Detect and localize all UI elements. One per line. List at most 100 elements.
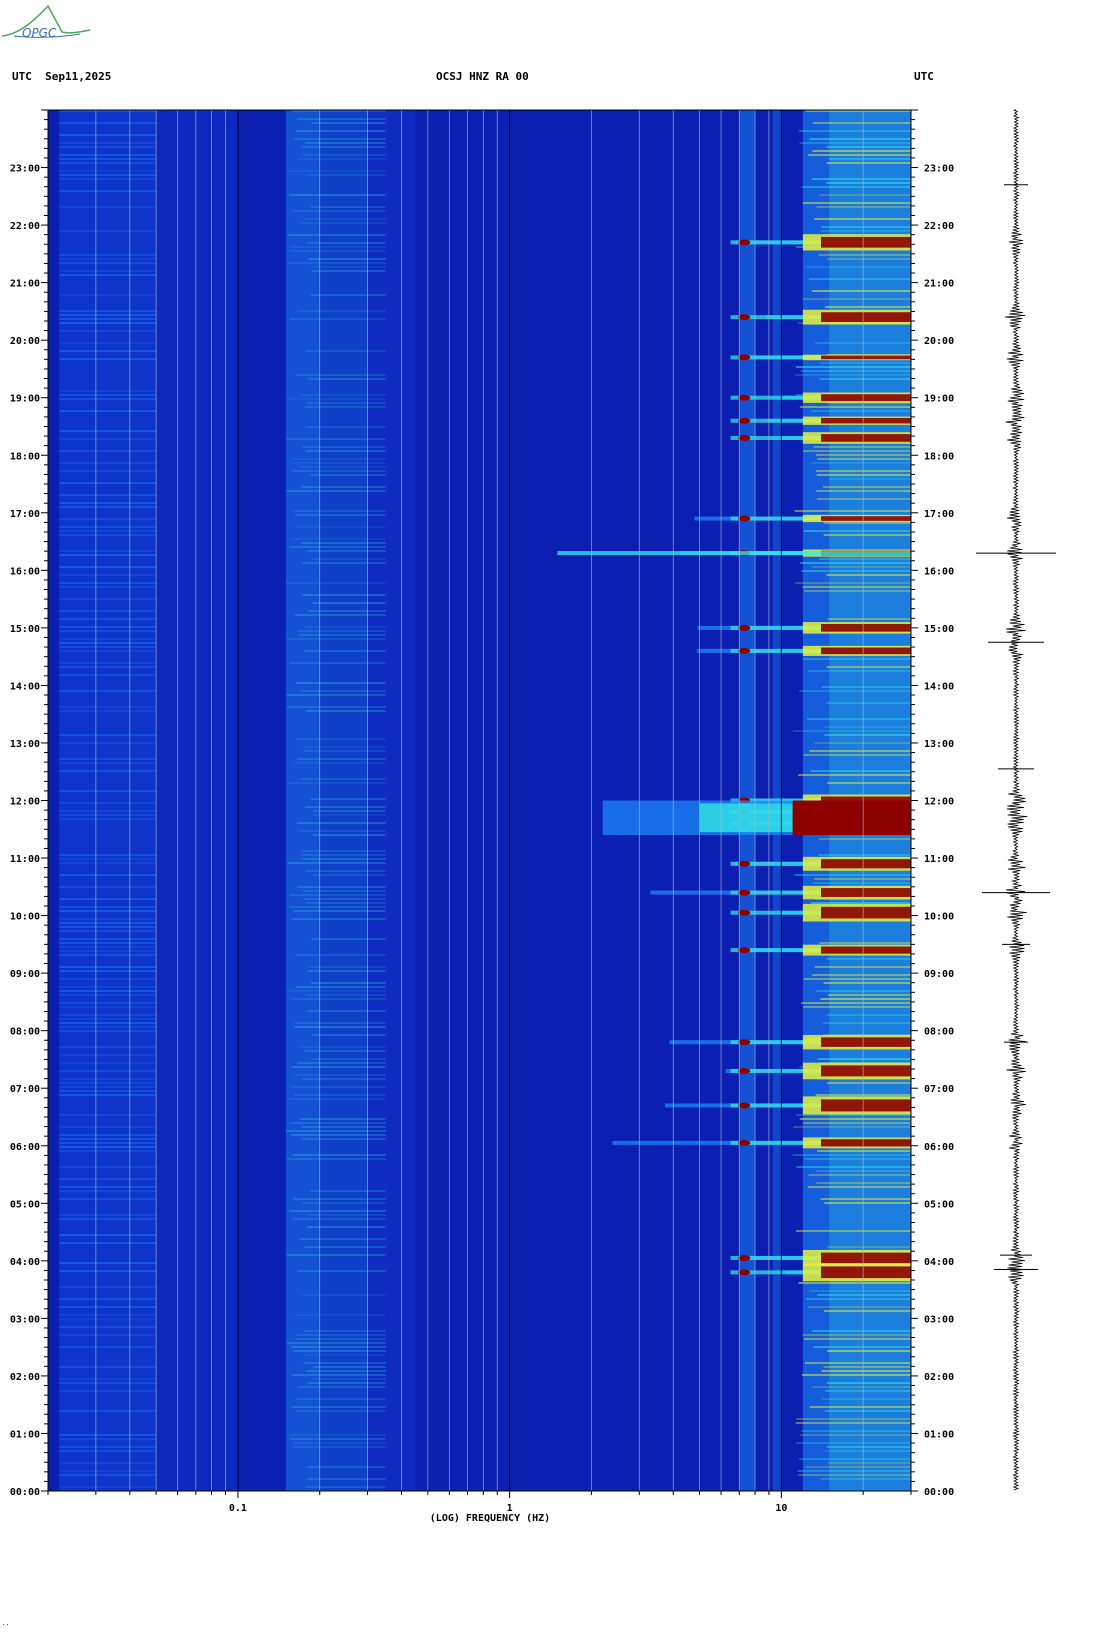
event-core: [821, 796, 911, 805]
noise-streak: [299, 466, 386, 468]
y-tick-label: 05:00: [10, 1199, 40, 1210]
noise-streak: [59, 1094, 157, 1096]
noise-streak: [296, 682, 386, 684]
noise-streak: [59, 986, 157, 988]
y-tick-label: 12:00: [924, 797, 954, 808]
noise-streak: [301, 594, 386, 596]
noise-streak: [285, 582, 386, 584]
noise-streak: [303, 750, 386, 752]
noise-streak: [59, 462, 157, 464]
noise-streak: [826, 666, 911, 668]
noise-streak: [59, 190, 157, 192]
noise-streak: [803, 978, 911, 980]
y-tick-label: 04:00: [924, 1257, 954, 1268]
noise-streak: [59, 394, 157, 396]
noise-streak: [313, 874, 386, 876]
noise-streak: [59, 390, 157, 392]
noise-streak: [306, 426, 386, 428]
noise-streak: [301, 1126, 386, 1128]
noise-streak: [59, 1046, 157, 1048]
noise-streak: [287, 1342, 386, 1344]
y-tick-label: 23:00: [10, 164, 40, 175]
noise-streak: [59, 618, 157, 620]
noise-streak: [304, 218, 386, 220]
noise-streak: [291, 538, 386, 540]
x-axis: 0.1 1 10: [47, 1491, 912, 1514]
noise-streak: [59, 1382, 157, 1384]
noise-streak: [59, 802, 157, 804]
noise-streak: [826, 702, 911, 704]
noise-streak: [290, 1438, 386, 1440]
y-tick-label: 15:00: [10, 624, 40, 635]
noise-streak: [59, 1166, 157, 1168]
noise-streak: [303, 1362, 386, 1364]
noise-streak: [301, 1294, 386, 1296]
noise-streak: [305, 626, 386, 628]
noise-streak: [804, 1362, 911, 1364]
noise-streak: [289, 194, 386, 196]
noise-streak: [812, 1330, 911, 1332]
y-tick-label: 11:00: [924, 854, 954, 865]
event-core: [821, 1139, 911, 1147]
noise-streak: [302, 154, 386, 156]
noise-streak: [802, 1334, 911, 1336]
event-core: [821, 1037, 911, 1047]
event-dot: [738, 889, 751, 896]
noise-streak: [59, 990, 157, 992]
noise-streak: [59, 398, 157, 400]
noise-streak: [59, 506, 157, 508]
noise-streak: [293, 910, 386, 912]
noise-streak: [292, 1374, 386, 1376]
event-core: [821, 624, 911, 632]
noise-streak: [816, 206, 911, 208]
noise-streak: [59, 1434, 157, 1436]
noise-streak: [303, 1354, 386, 1356]
opgc-logo: OPGC: [0, 0, 100, 50]
noise-streak: [816, 490, 911, 492]
noise-streak: [297, 1062, 386, 1064]
noise-streak: [811, 290, 911, 292]
noise-streak: [308, 1466, 386, 1468]
event-core: [821, 1099, 911, 1112]
noise-streak: [794, 374, 911, 376]
noise-streak: [299, 830, 386, 832]
noise-streak: [289, 462, 386, 464]
event-dot: [738, 947, 751, 954]
noise-streak: [311, 270, 386, 272]
noise-streak: [305, 142, 386, 144]
noise-streak: [818, 854, 911, 856]
noise-streak: [59, 1062, 157, 1064]
noise-streak: [59, 314, 157, 316]
noise-streak: [59, 770, 157, 772]
noise-streak: [59, 978, 157, 980]
y-tick-label: 00:00: [10, 1487, 40, 1498]
event-core: [821, 647, 911, 655]
noise-streak: [59, 1410, 157, 1412]
noise-streak: [804, 1158, 911, 1160]
noise-streak: [813, 1346, 911, 1348]
noise-streak: [294, 138, 386, 140]
noise-streak: [798, 1474, 911, 1476]
noise-streak: [59, 258, 157, 260]
noise-streak: [796, 1442, 911, 1444]
noise-streak: [59, 566, 157, 568]
noise-streak: [59, 582, 157, 584]
noise-streak: [59, 886, 157, 888]
noise-streak: [59, 1450, 157, 1452]
noise-streak: [290, 1134, 386, 1136]
noise-streak: [59, 1262, 157, 1264]
noise-streak: [292, 1086, 386, 1088]
noise-streak: [820, 230, 911, 232]
noise-streak: [59, 322, 157, 324]
noise-streak: [59, 574, 157, 576]
noise-streak: [292, 458, 386, 460]
noise-streak: [289, 250, 386, 252]
y-tick-label: 19:00: [924, 394, 954, 405]
noise-streak: [59, 1462, 157, 1464]
noise-streak: [801, 1430, 911, 1432]
noise-streak: [59, 1070, 157, 1072]
noise-streak: [59, 1318, 157, 1320]
y-tick-label: 18:00: [10, 451, 40, 462]
noise-streak: [59, 550, 157, 552]
